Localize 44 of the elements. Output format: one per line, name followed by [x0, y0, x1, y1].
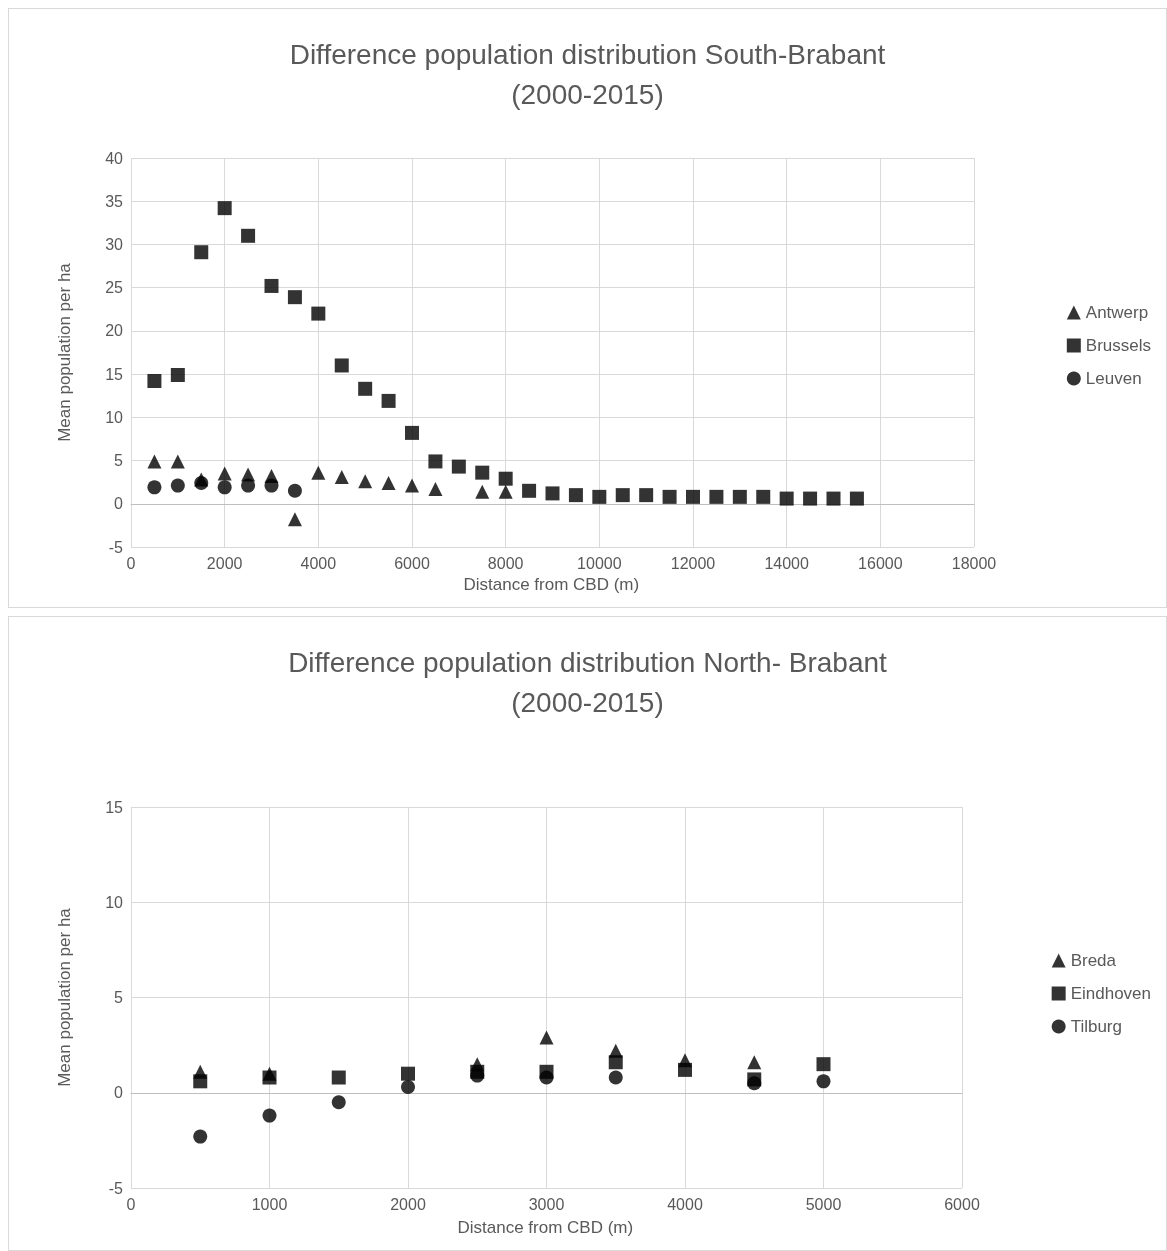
y-tick-label: 0	[114, 1084, 124, 1102]
y-tick-label: 5	[114, 989, 124, 1006]
x-tick-label: 2000	[206, 554, 243, 572]
y-tick-label: 10	[105, 408, 124, 426]
y-tick-label: 15	[105, 365, 124, 383]
y-tick-label: 5	[114, 452, 124, 470]
x-tick-label: 4000	[300, 554, 337, 572]
x-tick-label: 0	[126, 554, 136, 572]
y-tick-label: 35	[105, 192, 124, 210]
x-tick-label: 18000	[951, 554, 997, 572]
y-tick-label: 30	[105, 235, 124, 253]
y-tick-label: -5	[108, 1179, 124, 1197]
x-tick-label: 6000	[394, 554, 430, 572]
y-tick-label: 25	[105, 279, 124, 297]
y-tick-label: 15	[105, 798, 124, 816]
x-tick-label: 0	[126, 1195, 136, 1213]
chart-title: Difference population distribution North- Brabant (2000-2015)	[288, 646, 888, 718]
x-tick-label: 12000	[670, 554, 716, 572]
x-tick-label: 2000	[390, 1195, 426, 1213]
y-tick-label: 0	[114, 495, 124, 513]
y-axis-title: Mean population per ha	[55, 262, 74, 442]
x-axis-title: Distance from CBD (m)	[463, 575, 640, 594]
y-tick-label: 40	[105, 149, 124, 167]
x-tick-label: 14000	[764, 554, 810, 572]
legend-label: Tilburg	[1070, 1017, 1122, 1036]
x-tick-label: 8000	[487, 554, 524, 572]
legend-label: Antwerp	[1085, 303, 1149, 322]
y-tick-label: 10	[105, 893, 124, 911]
x-tick-label: 3000	[528, 1195, 565, 1213]
y-tick-label: -5	[108, 538, 124, 556]
x-tick-label: 16000	[858, 554, 903, 572]
y-tick-label: 20	[105, 322, 124, 340]
x-tick-label: 6000	[944, 1195, 980, 1213]
x-tick-label: 4000	[667, 1195, 703, 1213]
x-tick-label: 1000	[251, 1195, 288, 1213]
legend-label: Brussels	[1085, 336, 1151, 355]
legend-label: Leuven	[1085, 369, 1142, 388]
legend-label: Breda	[1070, 951, 1117, 970]
x-tick-label: 5000	[805, 1195, 842, 1213]
y-axis-title: Mean population per ha	[55, 907, 74, 1087]
x-tick-label: 10000	[577, 554, 622, 572]
chart-title: Difference population distribution South-Brabant (2000-2015)	[289, 38, 886, 110]
legend-label: Eindhoven	[1070, 984, 1151, 1003]
x-axis-title: Distance from CBD (m)	[457, 1218, 634, 1237]
